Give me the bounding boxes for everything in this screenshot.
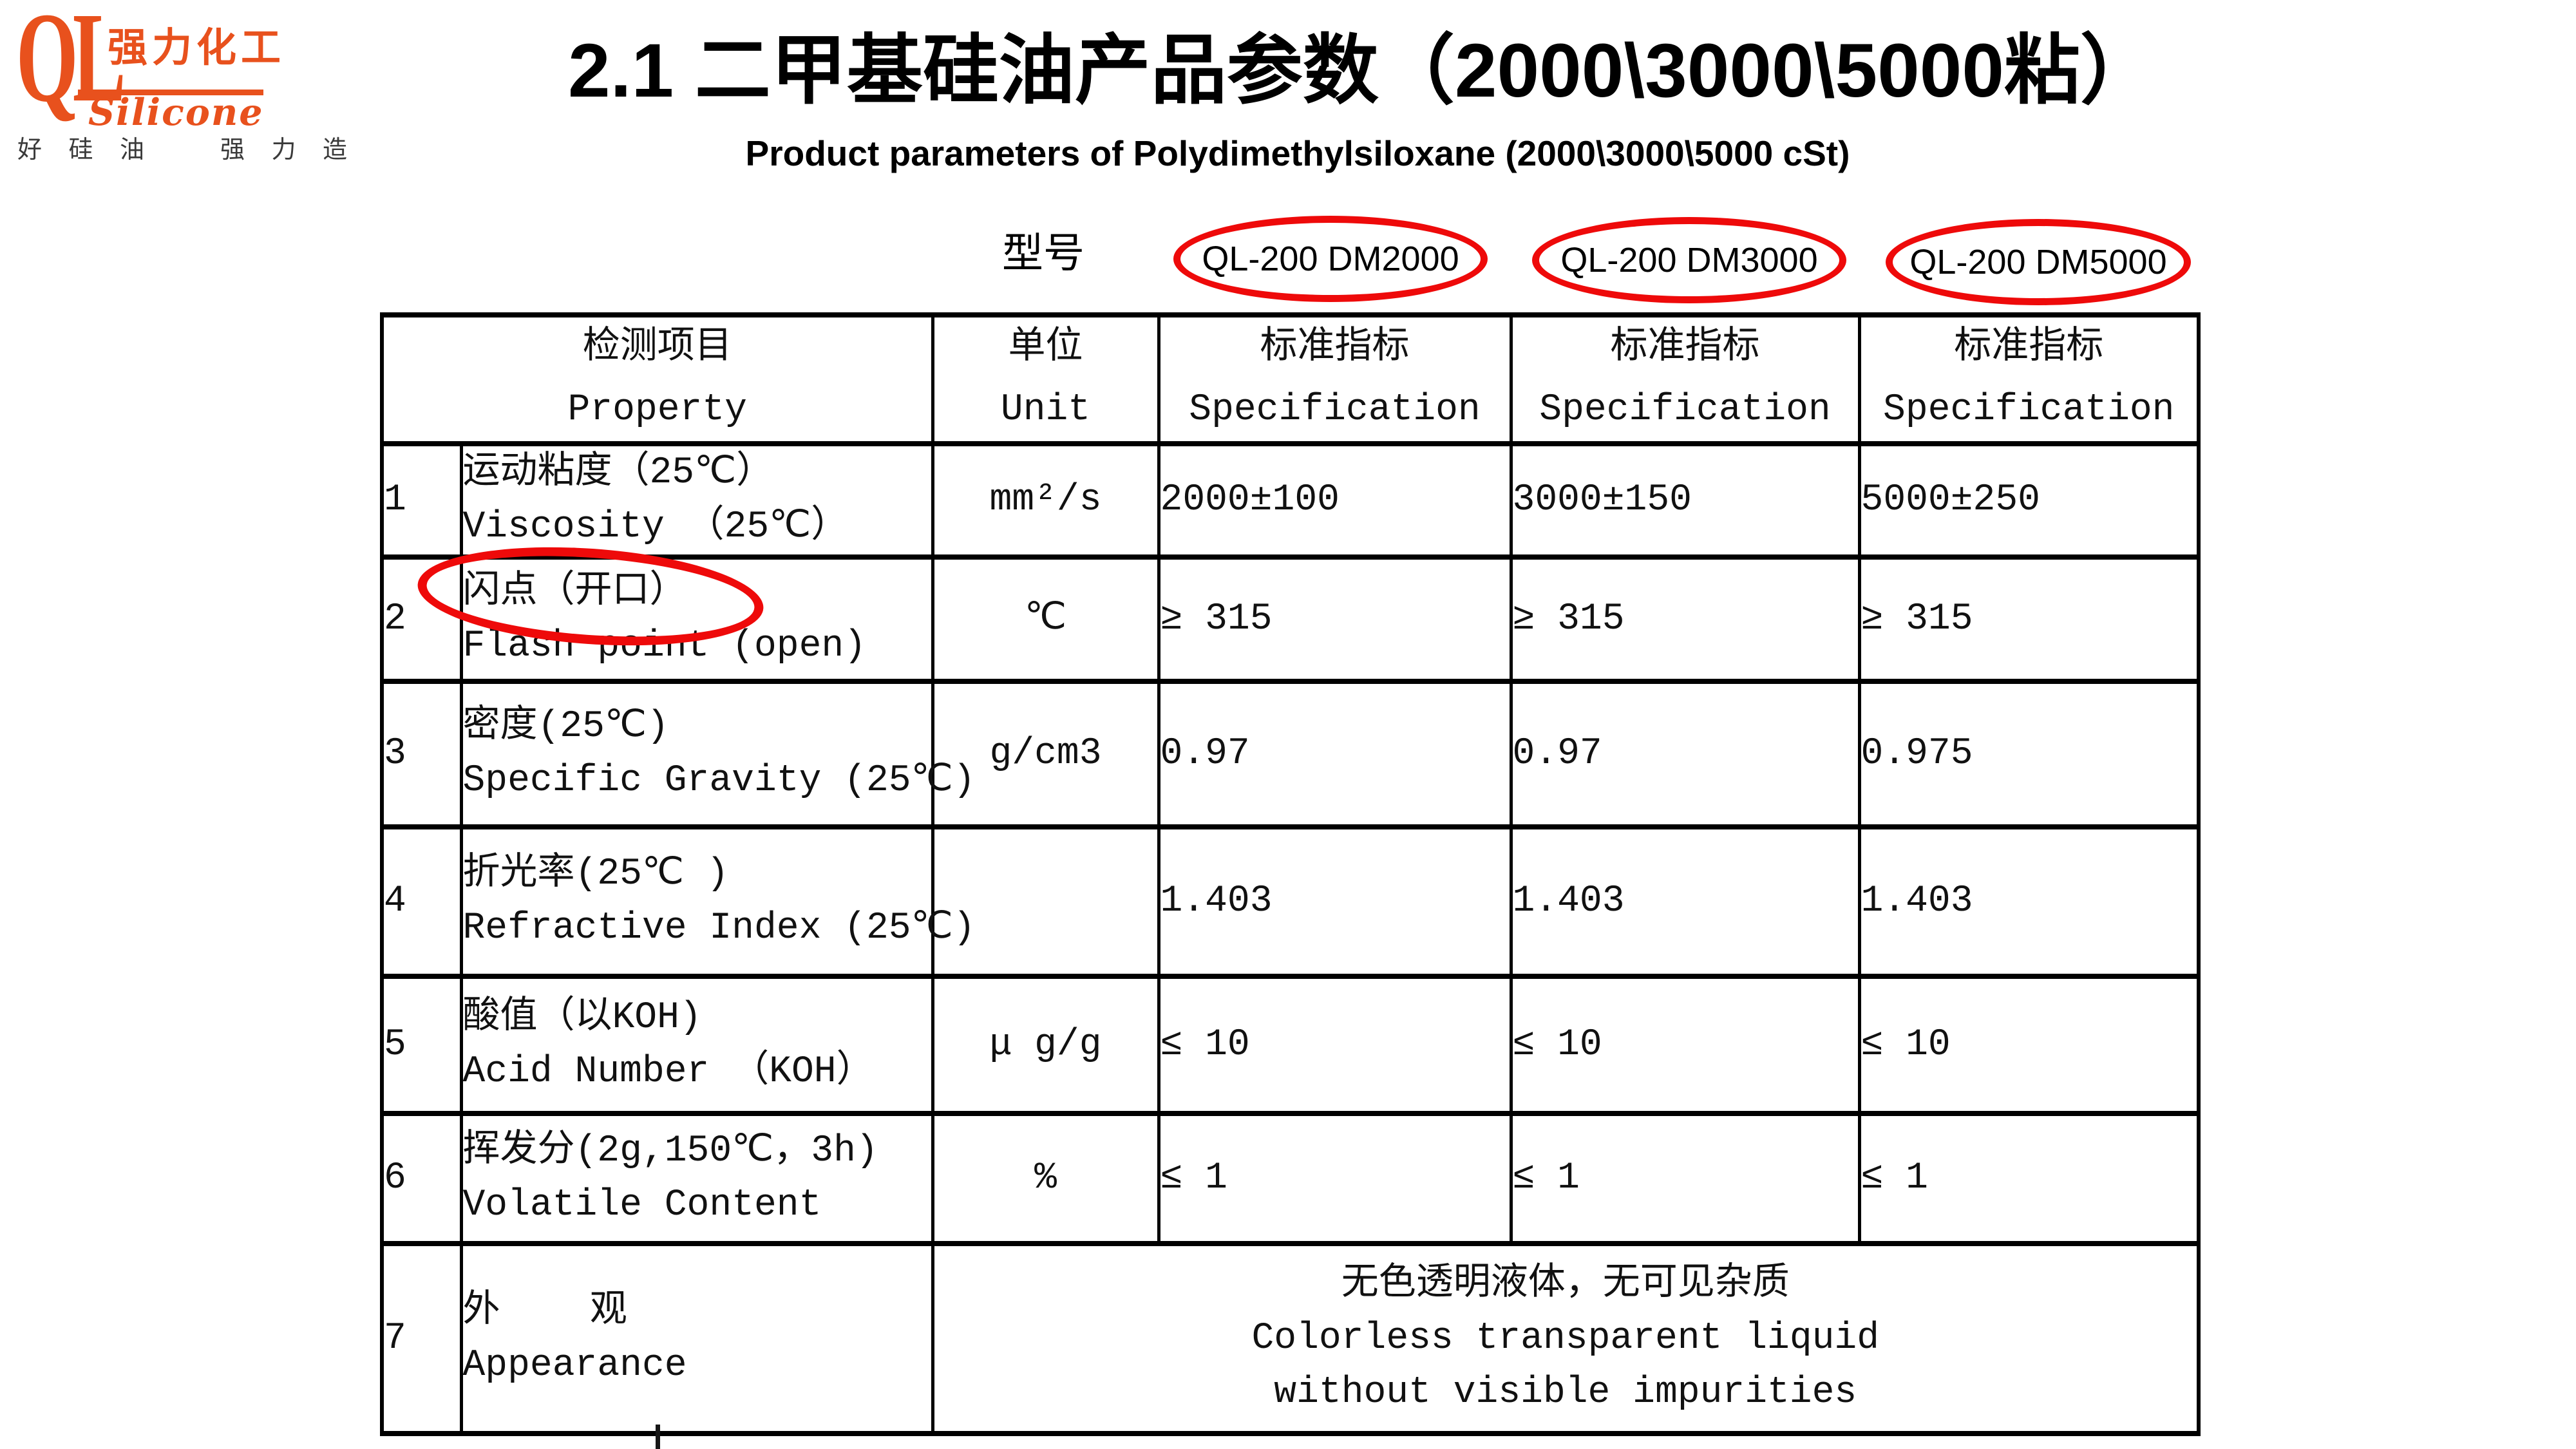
unit-cell: mm²/s bbox=[931, 441, 1160, 560]
row-number-cell: 6 bbox=[380, 1111, 463, 1246]
model-row-label: 型号 bbox=[1002, 234, 1084, 280]
spec-value-cell: 0.97 bbox=[1509, 679, 1861, 829]
spec-value-cell: 1.403 bbox=[1509, 824, 1861, 979]
logo-tagline: 好 硅 油 强 力 造 bbox=[17, 137, 358, 164]
table-header-row: 检测项目 Property 单位 Unit 标准指标 Specification… bbox=[380, 312, 2201, 446]
header-unit-cell: 单位 Unit bbox=[931, 312, 1160, 446]
unit-cell: g/cm3 bbox=[931, 679, 1160, 829]
row-number-cell: 4 bbox=[380, 824, 463, 979]
unit-cell: μ g/g bbox=[931, 974, 1160, 1116]
property-cell: 密度(25℃) Specific Gravity (25℃) bbox=[459, 679, 976, 829]
table-row: 6 挥发分(2g,150℃，3h) Volatile Content % ≤ 1… bbox=[380, 1111, 2201, 1246]
header-spec-cell: 标准指标 Specification bbox=[1509, 312, 1861, 446]
row-number-cell: 1 bbox=[380, 441, 463, 560]
spec-value-cell: ≤ 10 bbox=[1509, 974, 1861, 1116]
property-cell: 运动粘度（25℃） Viscosity （25℃） bbox=[459, 441, 934, 560]
row-number-cell: 5 bbox=[380, 974, 463, 1116]
spec-value-cell: ≤ 10 bbox=[1857, 974, 2201, 1116]
row-number-cell: 3 bbox=[380, 679, 463, 829]
table-row: 7 外 观 Appearance 无色透明液体，无可见杂质 Colorless … bbox=[380, 1241, 2201, 1436]
spec-value-cell: ≥ 315 bbox=[1157, 554, 1513, 684]
property-cell: 酸值（以KOH) Acid Number （KOH） bbox=[459, 974, 934, 1116]
unit-cell bbox=[931, 824, 1160, 979]
row-number-cell: 7 bbox=[380, 1241, 463, 1436]
spec-value-cell: ≥ 315 bbox=[1857, 554, 2201, 684]
unit-cell: ℃ bbox=[931, 554, 1160, 684]
spec-value-cell: 1.403 bbox=[1157, 824, 1513, 979]
spec-value-cell: 0.97 bbox=[1157, 679, 1513, 829]
spec-value-cell: ≥ 315 bbox=[1509, 554, 1861, 684]
table-row: 1 运动粘度（25℃） Viscosity （25℃） mm²/s 2000±1… bbox=[380, 441, 2201, 560]
spec-value-cell: 5000±250 bbox=[1857, 441, 2201, 560]
table-row: 5 酸值（以KOH) Acid Number （KOH） μ g/g ≤ 10 … bbox=[380, 974, 2201, 1116]
header-spec-cell: 标准指标 Specification bbox=[1157, 312, 1513, 446]
spec-value-cell: 3000±150 bbox=[1509, 441, 1861, 560]
model-annotation-ellipse: QL-200 DM2000 bbox=[1173, 216, 1488, 302]
page-subtitle: Product parameters of Polydimethylsiloxa… bbox=[745, 133, 1850, 173]
property-cell: 挥发分(2g,150℃，3h) Volatile Content bbox=[459, 1111, 934, 1246]
header-property-cell: 检测项目 Property bbox=[380, 312, 934, 446]
model-name: QL-200 DM2000 bbox=[1202, 240, 1459, 278]
property-cell: 闪点（开口） Flash point (open) bbox=[459, 554, 934, 684]
spec-value-cell: 1.403 bbox=[1857, 824, 2201, 979]
property-cell: 外 观 Appearance bbox=[459, 1241, 934, 1436]
appearance-spec-cell: 无色透明液体，无可见杂质 Colorless transparent liqui… bbox=[931, 1241, 2201, 1436]
table-row: 3 密度(25℃) Specific Gravity (25℃) g/cm3 0… bbox=[380, 679, 2201, 829]
unit-cell: % bbox=[931, 1111, 1160, 1246]
scan-artifact-line bbox=[656, 1425, 660, 1449]
logo-underline-rule bbox=[78, 90, 263, 95]
property-cell: 折光率(25℃ ) Refractive Index (25℃) bbox=[459, 824, 976, 979]
spec-value-cell: ≤ 1 bbox=[1157, 1111, 1513, 1246]
spec-value-cell: 2000±100 bbox=[1157, 441, 1513, 560]
company-logo: QL 强力化工 Silicone 好 硅 油 强 力 造 bbox=[16, 0, 347, 169]
spec-value-cell: ≤ 1 bbox=[1857, 1111, 2201, 1246]
model-annotation-ellipse: QL-200 DM5000 bbox=[1886, 219, 2191, 305]
spec-value-cell: ≤ 1 bbox=[1509, 1111, 1861, 1246]
model-name: QL-200 DM3000 bbox=[1560, 241, 1818, 279]
page-title: 2.1 二甲基硅油产品参数（2000\3000\5000粘） bbox=[568, 28, 2156, 113]
spec-value-cell: 0.975 bbox=[1857, 679, 2201, 829]
logo-brand-script: Silicone bbox=[88, 91, 264, 134]
logo-company-name: 强力化工 bbox=[108, 26, 286, 70]
row-number-cell: 2 bbox=[380, 554, 463, 684]
table-row: 2 闪点（开口） Flash point (open) ℃ ≥ 315 ≥ 31… bbox=[380, 554, 2201, 684]
model-annotation-ellipse: QL-200 DM3000 bbox=[1532, 217, 1846, 303]
model-name: QL-200 DM5000 bbox=[1909, 243, 2167, 281]
header-spec-cell: 标准指标 Specification bbox=[1857, 312, 2201, 446]
spec-value-cell: ≤ 10 bbox=[1157, 974, 1513, 1116]
table-row: 4 折光率(25℃ ) Refractive Index (25℃) 1.403… bbox=[380, 824, 2201, 979]
logo-monogram-icon: QL bbox=[16, 0, 126, 129]
spec-table: 检测项目 Property 单位 Unit 标准指标 Specification… bbox=[380, 312, 2201, 1436]
